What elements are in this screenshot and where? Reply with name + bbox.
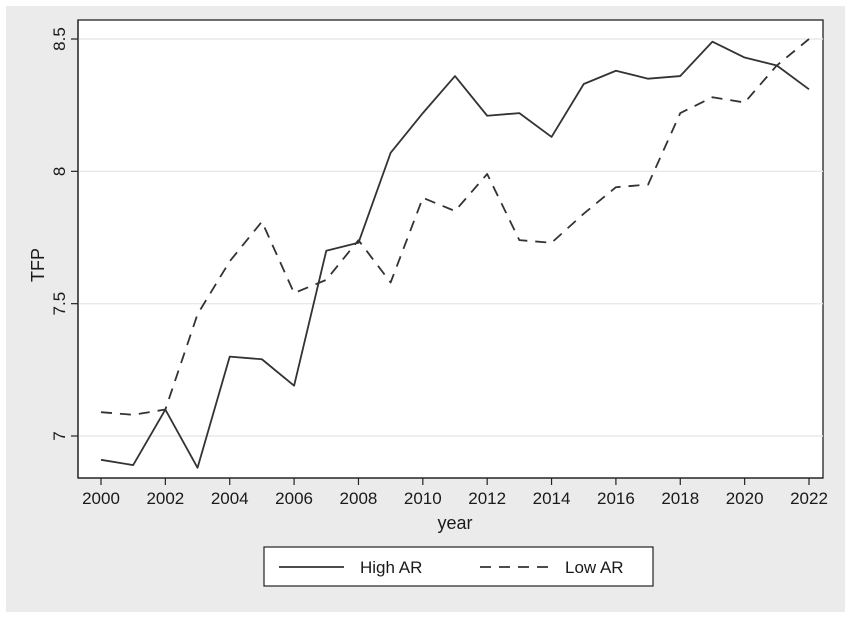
x-axis-ticks: 2000 2002 2004 2006 2008 2010 2012 2014 2016 2018… — [82, 478, 828, 508]
x-tick-label-2014: 2014 — [533, 489, 571, 508]
y-axis-title: TFP — [28, 248, 48, 282]
plot-area — [77, 19, 824, 479]
x-tick-label-2010: 2010 — [404, 489, 442, 508]
x-tick-label-2000: 2000 — [82, 489, 120, 508]
y-tick-label-7: 7 — [50, 431, 69, 440]
legend-label-high-ar: High AR — [360, 558, 422, 577]
x-tick-label-2002: 2002 — [146, 489, 184, 508]
y-tick-label-8-5: 8.5 — [50, 27, 69, 51]
y-tick-label-7-5: 7.5 — [50, 292, 69, 316]
x-tick-label-2018: 2018 — [661, 489, 699, 508]
x-tick-label-2016: 2016 — [597, 489, 635, 508]
y-axis-ticks: 7 7.5 8 8.5 — [50, 27, 78, 441]
x-tick-label-2006: 2006 — [275, 489, 313, 508]
x-axis-title: year — [437, 513, 472, 533]
series-line-high-ar — [100, 40, 810, 469]
x-tick-label-2022: 2022 — [790, 489, 828, 508]
x-tick-label-2004: 2004 — [211, 489, 249, 508]
gridlines — [78, 38, 823, 437]
x-tick-label-2008: 2008 — [340, 489, 378, 508]
x-tick-label-2020: 2020 — [726, 489, 764, 508]
series-lines — [100, 38, 810, 469]
y-tick-label-8: 8 — [50, 167, 69, 176]
legend-label-low-ar: Low AR — [565, 558, 624, 577]
legend: High AR Low AR — [263, 546, 654, 587]
x-tick-label-2012: 2012 — [468, 489, 506, 508]
